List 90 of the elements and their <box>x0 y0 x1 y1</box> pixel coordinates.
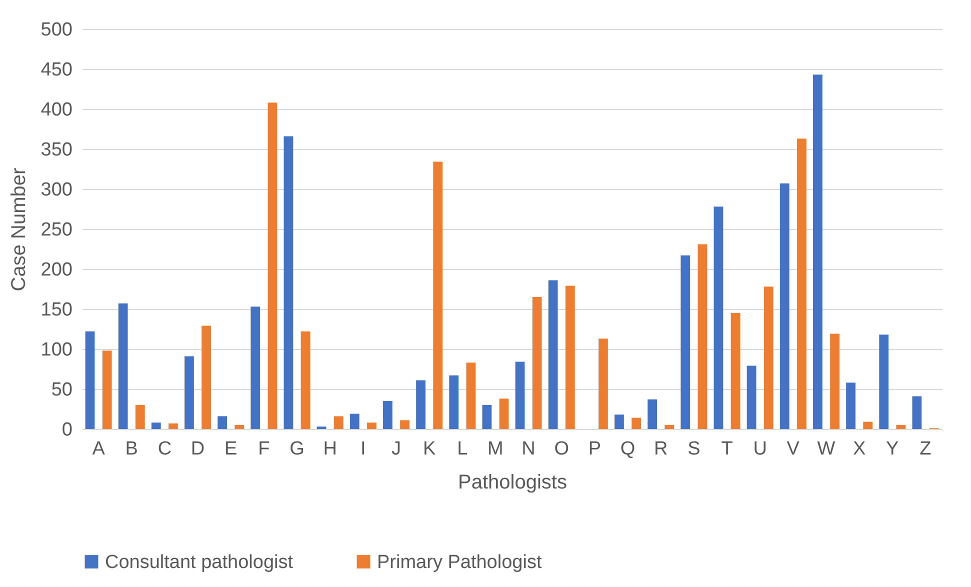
bar <box>151 422 161 429</box>
x-tick-label: U <box>753 438 767 460</box>
bar <box>730 313 740 429</box>
bar <box>499 398 509 429</box>
bar <box>400 420 410 429</box>
y-tick-label: 100 <box>40 340 72 360</box>
x-tick-label: M <box>488 438 504 460</box>
x-tick-label: B <box>125 438 138 460</box>
legend-label: Consultant pathologist <box>105 552 294 573</box>
bar <box>383 401 392 429</box>
x-tick-label: Z <box>920 438 932 460</box>
bar <box>102 350 112 429</box>
x-tick-label: E <box>224 438 238 460</box>
bar <box>896 425 906 429</box>
x-tick-label: T <box>721 438 734 460</box>
y-tick-label: 50 <box>51 380 72 400</box>
bar <box>614 414 624 429</box>
bar <box>664 425 674 429</box>
bar <box>184 356 194 429</box>
x-tick-label: K <box>422 438 436 460</box>
bar <box>284 136 294 429</box>
x-tick-label: N <box>522 438 536 460</box>
bar <box>268 102 278 429</box>
bar <box>879 334 889 429</box>
bar <box>218 416 228 429</box>
x-tick-label: A <box>92 438 106 460</box>
x-tick-label: X <box>852 438 866 460</box>
x-tick-label: O <box>554 438 570 460</box>
bar <box>350 414 360 429</box>
y-tick-label: 0 <box>62 420 72 440</box>
x-tick-label: C <box>158 438 172 460</box>
bar <box>780 183 790 429</box>
x-tick-label: R <box>654 438 668 460</box>
y-axis-title: Case Number <box>8 167 30 292</box>
x-tick-label: Y <box>886 438 900 460</box>
bar <box>912 396 922 429</box>
bar <box>548 280 558 429</box>
bar <box>168 423 178 429</box>
bar <box>714 206 724 429</box>
x-tick-label: D <box>190 438 205 460</box>
bar <box>250 306 260 429</box>
bar <box>515 362 525 429</box>
x-tick-label: V <box>786 438 800 460</box>
bar <box>466 362 476 429</box>
x-tick-label: F <box>258 438 270 460</box>
x-tick-label: L <box>457 438 468 460</box>
bar <box>863 422 873 429</box>
bar <box>334 416 344 429</box>
bar <box>648 399 658 429</box>
bar <box>796 138 806 429</box>
bar <box>366 422 376 429</box>
bar <box>300 331 310 429</box>
x-tick-label: I <box>360 438 366 460</box>
bar <box>135 405 145 429</box>
bar <box>598 338 608 429</box>
x-tick-label: G <box>290 438 304 460</box>
x-tick-label: W <box>817 438 836 460</box>
bar <box>698 244 708 429</box>
bar <box>202 326 211 429</box>
y-tick-label: 150 <box>40 300 72 320</box>
legend-label: Primary Pathologist <box>377 552 542 573</box>
y-tick-label: 200 <box>40 260 72 280</box>
bar <box>532 297 542 429</box>
bar <box>830 334 840 429</box>
x-tick-label: P <box>588 438 602 460</box>
y-tick-label: 400 <box>40 100 72 120</box>
y-tick-label: 300 <box>40 180 72 200</box>
y-tick-label: 500 <box>40 20 72 40</box>
bar <box>813 74 822 429</box>
y-tick-label: 350 <box>40 140 72 160</box>
bar <box>85 331 95 429</box>
bar <box>416 380 426 429</box>
x-tick-label: J <box>391 438 401 460</box>
x-axis-title: Pathologists <box>458 472 567 494</box>
bar <box>449 375 459 429</box>
bar <box>118 303 128 429</box>
bar <box>746 366 756 429</box>
bar <box>764 286 774 429</box>
x-tick-label: H <box>323 438 337 460</box>
x-tick-label: S <box>688 438 700 460</box>
x-tick-label: Q <box>620 438 636 460</box>
bar <box>565 286 575 429</box>
y-tick-label: 250 <box>40 220 72 240</box>
bar <box>433 162 443 429</box>
y-tick-label: 450 <box>40 60 72 80</box>
bar <box>680 255 690 429</box>
bar <box>482 405 492 429</box>
bar <box>846 382 856 429</box>
bar <box>234 425 244 429</box>
bar <box>632 418 641 429</box>
